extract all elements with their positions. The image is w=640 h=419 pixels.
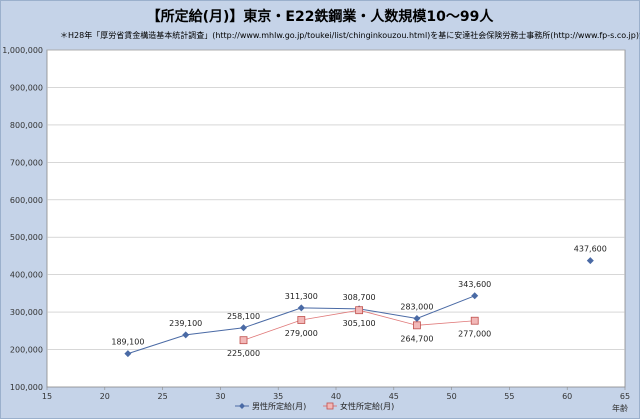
y-tick-label: 400,000: [10, 271, 43, 280]
plot-area: [46, 49, 626, 388]
data-point-male: [240, 324, 248, 332]
y-tick-label: 600,000: [10, 196, 43, 205]
x-tick-label: 60: [562, 392, 572, 401]
data-point-female: [355, 306, 364, 315]
x-tick-label: 25: [158, 392, 168, 401]
data-label: 258,100: [227, 312, 260, 321]
data-label: 311,300: [285, 292, 318, 301]
x-tick-label: 50: [447, 392, 457, 401]
data-label: 189,100: [111, 338, 144, 347]
x-axis-label: 年齢: [612, 403, 628, 413]
data-label: 283,000: [400, 302, 433, 311]
data-point-female: [470, 316, 479, 325]
data-label: 308,700: [343, 293, 376, 302]
x-tick-label: 15: [42, 392, 52, 401]
legend-label-female: 女性所定給(月): [340, 401, 394, 411]
y-tick-label: 100,000: [10, 383, 43, 392]
x-tick-label: 65: [620, 392, 630, 401]
y-tick-label: 300,000: [10, 308, 43, 317]
data-point-male: [586, 257, 594, 265]
legend-marker-female: [326, 402, 334, 410]
y-tick-label: 800,000: [10, 121, 43, 130]
data-point-male: [124, 350, 132, 358]
data-label: 239,100: [169, 319, 202, 328]
x-tick-label: 55: [504, 392, 514, 401]
data-point-female: [413, 321, 421, 330]
data-label: 279,000: [285, 329, 318, 338]
x-tick-label: 35: [273, 392, 283, 401]
x-tick-label: 30: [215, 392, 225, 401]
y-tick-label: 500,000: [10, 233, 43, 242]
y-tick-label: 700,000: [10, 158, 43, 167]
x-tick-label: 45: [389, 392, 399, 401]
y-tick-label: 200,000: [10, 346, 43, 355]
data-point-male: [471, 292, 479, 300]
data-label: 305,100: [343, 319, 376, 328]
data-point-male: [182, 331, 190, 339]
data-label: 264,700: [400, 334, 433, 343]
data-label: 437,600: [574, 245, 607, 254]
data-label: 277,000: [458, 330, 491, 339]
chart-subtitle: ＊H28年「厚労省賃金構造基本統計調査」(http://www.mhlw.go.…: [60, 31, 640, 40]
y-tick-label: 1,000,000: [2, 46, 43, 55]
x-tick-label: 20: [100, 392, 110, 401]
data-point-female: [297, 316, 306, 324]
data-point-male: [413, 314, 421, 322]
chart-title: 【所定給(月)】東京・E22鉄鋼業・人数規模10～99人: [146, 9, 494, 25]
legend-label-male: 男性所定給(月): [252, 401, 306, 411]
data-point-female: [239, 336, 248, 345]
x-tick-label: 40: [331, 392, 341, 401]
data-label: 225,000: [227, 349, 260, 358]
data-point-male: [297, 304, 305, 312]
y-tick-label: 900,000: [10, 83, 43, 92]
data-label: 343,600: [458, 280, 491, 289]
legend-marker-male: [239, 403, 245, 409]
